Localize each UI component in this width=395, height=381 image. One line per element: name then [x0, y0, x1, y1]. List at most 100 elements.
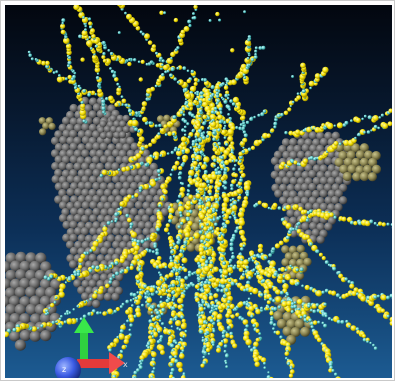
yellow-atom — [237, 195, 242, 200]
yellow-atom — [223, 85, 229, 90]
olive-sphere — [156, 115, 165, 123]
x-axis-shaft — [77, 359, 111, 368]
yellow-atom — [81, 30, 88, 36]
yellow-atom — [111, 377, 117, 378]
cyan-atom — [232, 200, 237, 205]
cyan-atom — [243, 133, 248, 138]
yellow-atom — [268, 283, 273, 289]
yellow-atom — [336, 122, 343, 129]
cyan-atom — [193, 271, 196, 275]
cyan-atom — [171, 306, 176, 311]
yellow-atom — [293, 160, 298, 165]
3d-viewport[interactable]: x z — [5, 5, 392, 378]
cyan-atom — [148, 249, 152, 253]
cyan-atom — [261, 45, 266, 50]
cyan-atom — [230, 187, 234, 191]
cyan-atom — [369, 219, 374, 224]
yellow-atom — [146, 297, 153, 304]
yellow-atom — [66, 318, 73, 325]
yellow-atom — [150, 86, 156, 92]
yellow-atom — [284, 351, 290, 357]
yellow-atom — [115, 307, 120, 312]
cyan-atom — [315, 249, 320, 254]
cyan-atom — [197, 146, 201, 149]
cyan-atom — [204, 332, 208, 336]
yellow-atom — [60, 23, 66, 29]
cyan-atom — [120, 350, 124, 354]
cyan-atom — [171, 290, 176, 295]
gray-sphere — [69, 155, 79, 164]
yellow-atom — [333, 141, 339, 146]
orientation-axes-gizmo[interactable] — [55, 317, 125, 378]
yellow-atom — [236, 188, 242, 194]
z-axis-label: z — [62, 365, 67, 374]
cyan-atom — [200, 225, 204, 229]
cyan-atom — [148, 185, 152, 189]
yellow-atom — [144, 144, 149, 149]
cyan-atom — [150, 375, 154, 378]
cyan-atom — [139, 360, 142, 363]
cyan-atom — [84, 24, 87, 28]
gray-sphere — [92, 103, 102, 112]
cyan-atom — [377, 126, 381, 130]
olive-sphere — [295, 271, 305, 280]
cyan-atom — [207, 352, 211, 356]
cyan-atom — [309, 242, 313, 246]
cyan-atom — [267, 306, 270, 309]
cyan-atom — [276, 113, 281, 118]
yellow-atom — [300, 62, 306, 69]
cyan-atom — [222, 214, 225, 218]
olive-sphere — [342, 171, 352, 182]
cyan-atom — [229, 242, 234, 247]
gray-sphere — [88, 188, 97, 198]
cyan-atom — [330, 318, 334, 322]
yellow-atom — [223, 279, 228, 284]
yellow-atom — [195, 297, 200, 303]
yellow-atom — [80, 103, 86, 109]
cyan-atom — [253, 115, 256, 119]
yellow-atom — [141, 106, 146, 111]
cyan-atom — [213, 158, 217, 163]
gray-sphere — [103, 292, 113, 301]
yellow-atom — [242, 259, 249, 266]
yellow-atom — [222, 304, 227, 309]
gray-sphere — [88, 279, 97, 288]
gray-sphere — [112, 240, 121, 249]
gray-sphere — [111, 279, 121, 289]
cyan-atom — [223, 349, 227, 353]
cyan-atom — [206, 179, 210, 184]
yellow-atom — [382, 123, 389, 129]
yellow-atom — [293, 204, 299, 210]
yellow-atom — [222, 298, 228, 304]
olive-sphere — [346, 150, 356, 160]
gray-sphere — [50, 278, 62, 290]
yellow-atom — [125, 309, 131, 315]
cyan-atom — [186, 69, 190, 73]
molecular-scene[interactable] — [5, 5, 392, 378]
cyan-atom — [116, 82, 120, 86]
cyan-atom — [243, 76, 247, 79]
yellow-atom — [380, 294, 387, 301]
gray-sphere — [122, 207, 131, 217]
yellow-atom — [73, 5, 80, 11]
yellow-atom — [45, 60, 50, 66]
yellow-atom — [208, 263, 214, 269]
cyan-atom — [308, 318, 312, 322]
cyan-atom — [77, 84, 81, 88]
olive-sphere — [300, 326, 311, 337]
yellow-atom — [56, 276, 62, 282]
cyan-atom — [166, 152, 170, 155]
cyan-atom — [144, 238, 148, 242]
cyan-atom — [210, 110, 215, 114]
cyan-atom — [230, 255, 236, 260]
yellow-atom — [203, 156, 210, 163]
gray-sphere — [274, 176, 284, 185]
cyan-atom — [239, 155, 243, 160]
yellow-atom — [349, 283, 355, 289]
yellow-atom — [119, 201, 125, 207]
yellow-atom — [199, 213, 206, 220]
cyan-atom — [106, 221, 111, 225]
cyan-atom — [131, 376, 136, 378]
gray-sphere — [109, 114, 117, 123]
